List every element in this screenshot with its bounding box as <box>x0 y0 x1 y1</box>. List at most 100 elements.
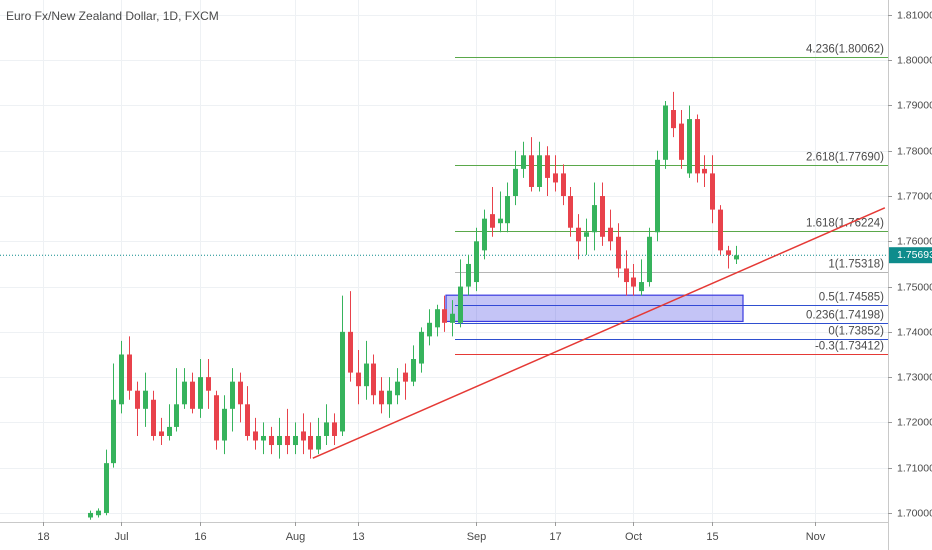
candle-body <box>316 435 321 450</box>
candle-body <box>301 431 306 441</box>
y-tick-label: 1.78000 <box>897 145 932 157</box>
candle-body <box>277 435 282 446</box>
x-tick-label: Sep <box>467 531 487 543</box>
x-tick-label: 18 <box>37 531 49 543</box>
candle-body <box>608 227 613 242</box>
candle-body <box>182 381 187 405</box>
candle-body <box>710 173 715 210</box>
candle-body <box>285 435 290 446</box>
candle-body <box>245 404 250 436</box>
candle-body <box>159 431 164 436</box>
candle-body <box>734 255 739 260</box>
fib-level-label: 2.618(1.77690) <box>806 152 884 164</box>
candle-body <box>190 381 195 409</box>
candle-body <box>222 408 227 441</box>
candle-body <box>379 390 384 405</box>
y-tick-label: 1.80000 <box>897 54 932 66</box>
candle-body <box>419 331 424 364</box>
candle-body <box>616 236 621 269</box>
x-tick-label: 13 <box>352 531 364 543</box>
trend-line <box>312 207 886 459</box>
candle-body <box>214 395 219 441</box>
candle-body <box>261 435 266 441</box>
axes: 1.70000 1.71000 1.72000 1.73000 1.74000 1.750… <box>37 9 932 543</box>
candle-body <box>435 309 440 328</box>
candle-body <box>529 155 534 187</box>
candle-body <box>104 463 109 513</box>
candle-body <box>269 435 274 446</box>
candle-body <box>411 359 416 382</box>
candle-body <box>356 372 361 387</box>
x-tick-label: Oct <box>625 531 642 543</box>
x-tick-label: Aug <box>286 531 306 543</box>
candle-body <box>482 218 487 251</box>
candle-body <box>679 123 684 160</box>
x-tick-label: 15 <box>706 531 718 543</box>
candle-body <box>490 214 495 228</box>
candle-body <box>127 354 132 391</box>
candle-body <box>143 390 148 409</box>
candle-body <box>427 322 432 337</box>
fib-level-label: 1(1.75318) <box>828 259 884 271</box>
candle-body <box>253 431 258 441</box>
candles <box>88 91 739 520</box>
y-tick-label: 1.74000 <box>897 326 932 338</box>
candle-body <box>726 250 731 255</box>
zone-rect <box>445 294 744 323</box>
y-tick-label: 1.77000 <box>897 190 932 202</box>
candle-body <box>553 173 558 183</box>
candle-body <box>655 159 660 233</box>
candle-body <box>293 435 298 446</box>
candle-body <box>135 390 140 409</box>
candle-body <box>371 363 376 396</box>
candle-body <box>387 390 392 405</box>
fib-level-label: 0.236(1.74198) <box>806 310 884 322</box>
y-tick-label: 1.75000 <box>897 281 932 293</box>
candle-body <box>332 422 337 436</box>
candle-body <box>324 422 329 436</box>
x-tick-label: Jul <box>114 531 128 543</box>
candle-body <box>206 377 211 391</box>
candle-body <box>671 110 676 129</box>
x-tick-label: Nov <box>806 531 826 543</box>
candle-body <box>561 173 566 197</box>
candle-body <box>96 510 101 516</box>
candle-body <box>458 286 463 323</box>
candle-body <box>348 331 353 373</box>
x-tick-label: 16 <box>194 531 206 543</box>
candle-body <box>505 196 510 224</box>
fib-level-label: -0.3(1.73412) <box>815 341 884 353</box>
last-price-label: 1.75693 <box>897 249 932 261</box>
chart-title: Euro Fx/New Zealand Dollar, 1D, FXCM <box>6 9 219 23</box>
x-tick-label: 17 <box>549 531 561 543</box>
fib-level-label: 0.5(1.74585) <box>819 292 884 304</box>
candle-body <box>174 404 179 427</box>
candle-body <box>111 399 116 464</box>
candle-body <box>537 155 542 187</box>
candle-body <box>521 155 526 169</box>
candle-body <box>718 209 723 251</box>
candle-body <box>631 277 636 287</box>
candle-body <box>545 155 550 178</box>
y-tick-label: 1.81000 <box>897 9 932 21</box>
last-price-box <box>889 247 932 264</box>
candle-body <box>592 205 597 233</box>
candle-body <box>513 168 518 197</box>
candle-body <box>687 119 692 174</box>
candle-body <box>695 119 700 174</box>
candle-body <box>474 241 479 283</box>
candle-body <box>624 268 629 283</box>
candle-body <box>238 381 243 405</box>
y-tick-label: 1.76000 <box>897 235 932 247</box>
y-tick-label: 1.73000 <box>897 371 932 383</box>
candle-body <box>230 381 235 409</box>
candle-body <box>119 354 124 405</box>
candle-body <box>198 377 203 409</box>
drawings: 4.236(1.80062) 2.618(1.77690) 1.618(1.7622… <box>0 44 888 459</box>
y-tick-label: 1.71000 <box>897 462 932 474</box>
candle-body <box>639 282 644 292</box>
candle-body <box>403 372 408 382</box>
candle-body <box>442 309 447 323</box>
candle-body <box>600 196 605 237</box>
